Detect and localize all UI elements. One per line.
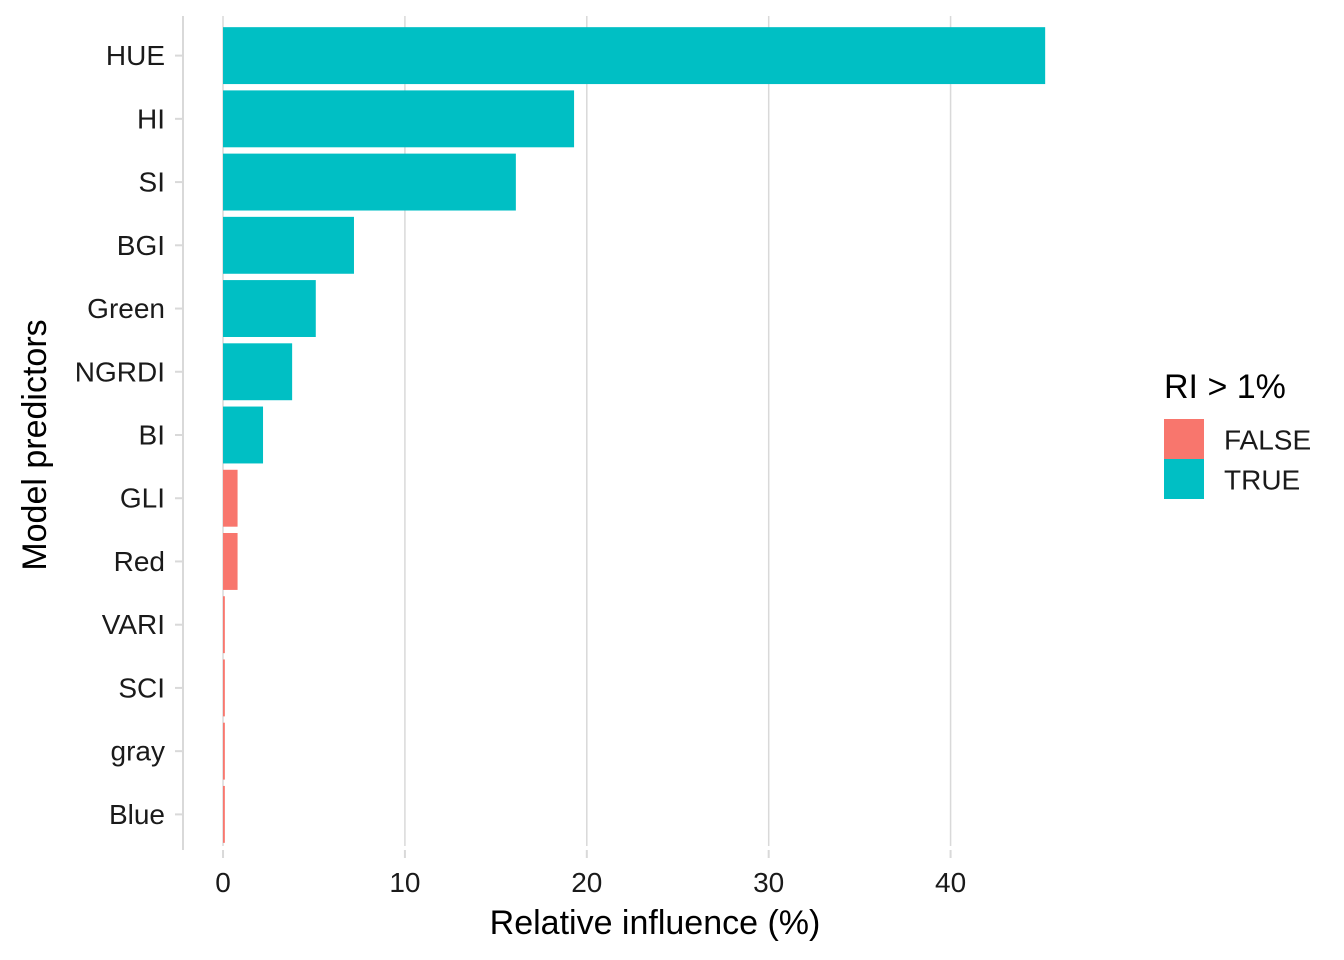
y-axis-title: Model predictors — [16, 319, 54, 570]
bar-gray — [223, 722, 225, 780]
y-tick-label-si: SI — [139, 167, 165, 198]
bar-green — [223, 280, 316, 337]
bar-blue — [223, 785, 225, 843]
bar-bgi — [223, 216, 354, 274]
y-tick-label-gray: gray — [111, 736, 165, 767]
y-tick-label-vari: VARI — [102, 609, 165, 640]
y-tick-label-green: Green — [87, 293, 165, 324]
x-axis-ticks: 0 10 20 30 40 — [215, 850, 966, 898]
legend-swatch-false — [1164, 419, 1204, 459]
bar-si — [223, 153, 516, 211]
y-axis-ticks: HUE HI SI BGI Green NGRDI BI GLI Red VARI SCI gray B… — [75, 40, 183, 830]
y-tick-label-hue: HUE — [106, 40, 165, 71]
bar-vari — [223, 596, 225, 654]
y-tick-label-red: Red — [114, 546, 165, 577]
legend-label-false: FALSE — [1224, 425, 1311, 456]
y-tick-label-hi: HI — [137, 103, 165, 134]
x-tick-label-40: 40 — [935, 867, 966, 898]
bar-sci — [223, 659, 225, 717]
bar-red — [223, 533, 238, 590]
y-tick-label-bi: BI — [139, 420, 165, 451]
y-tick-label-blue: Blue — [109, 799, 165, 830]
bar-gli — [223, 469, 238, 527]
bar-ngrdi — [223, 343, 293, 401]
legend-title: RI > 1% — [1164, 368, 1286, 406]
legend: RI > 1% FALSE TRUE — [1164, 368, 1311, 499]
bar-hi — [223, 90, 575, 148]
x-tick-label-10: 10 — [389, 867, 420, 898]
legend-swatch-true — [1164, 459, 1204, 499]
y-tick-label-bgi: BGI — [117, 230, 165, 261]
legend-label-true: TRUE — [1224, 465, 1300, 496]
bars — [223, 27, 1046, 843]
x-tick-label-20: 20 — [571, 867, 602, 898]
y-tick-label-ngrdi: NGRDI — [75, 356, 165, 387]
x-axis-title: Relative influence (%) — [490, 904, 821, 942]
x-tick-label-30: 30 — [753, 867, 784, 898]
y-tick-label-sci: SCI — [118, 672, 165, 703]
y-tick-label-gli: GLI — [120, 483, 165, 514]
bar-bi — [223, 406, 264, 464]
bar-hue — [223, 27, 1046, 85]
x-tick-label-0: 0 — [215, 867, 231, 898]
